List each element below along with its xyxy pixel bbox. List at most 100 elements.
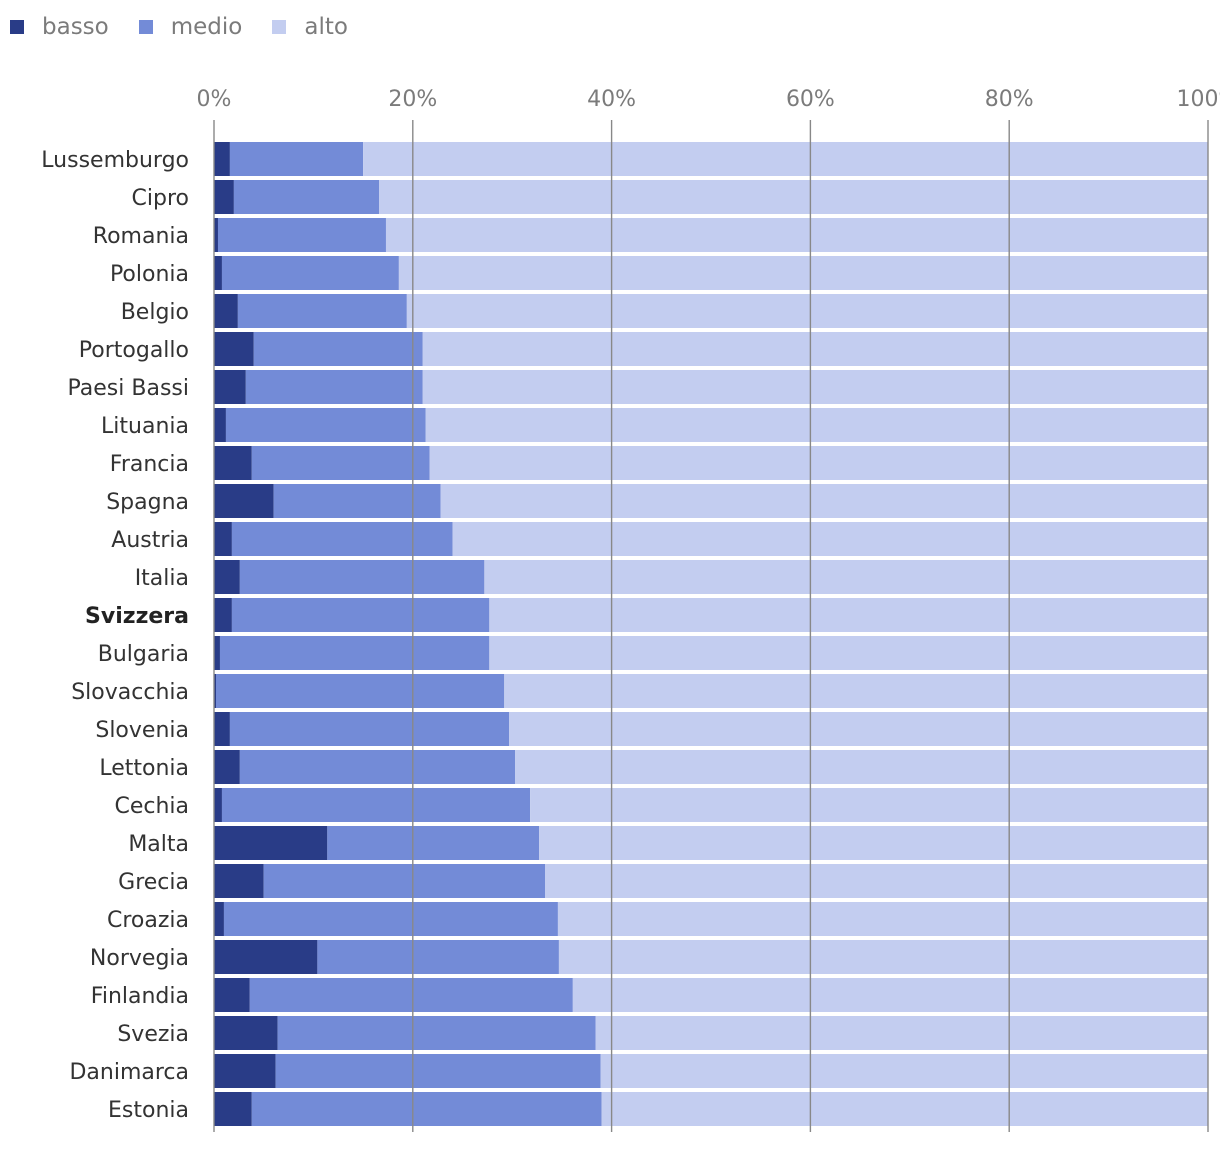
- bar-cechia-medio[interactable]: [221, 788, 531, 822]
- legend: basso medio alto: [10, 12, 378, 42]
- bar-slovenia-basso[interactable]: [214, 712, 230, 746]
- bar-lettonia-medio[interactable]: [239, 750, 516, 784]
- bar-grecia-alto[interactable]: [545, 864, 1208, 898]
- bar-lettonia-alto[interactable]: [515, 750, 1208, 784]
- bar-belgio-basso[interactable]: [214, 294, 238, 328]
- bar-belgio-alto[interactable]: [406, 294, 1209, 328]
- bar-lussemburgo-alto[interactable]: [363, 142, 1209, 176]
- bar-svezia-alto[interactable]: [595, 1016, 1208, 1050]
- legend-swatch-basso: [10, 20, 24, 34]
- bar-finlandia-alto[interactable]: [572, 978, 1208, 1012]
- bar-romania-basso[interactable]: [214, 218, 218, 252]
- bar-norvegia-alto[interactable]: [558, 940, 1208, 974]
- bar-italia-medio[interactable]: [239, 560, 485, 594]
- bar-lituania-medio[interactable]: [225, 408, 426, 442]
- bar-austria-alto[interactable]: [452, 522, 1208, 556]
- x-tick-label-0: 0%: [197, 87, 232, 112]
- y-label-austria: Austria: [111, 528, 189, 553]
- bar-estonia-alto[interactable]: [601, 1092, 1208, 1126]
- bar-lituania-alto[interactable]: [425, 408, 1209, 442]
- y-label-slovenia: Slovenia: [95, 718, 189, 743]
- y-label-finlandia: Finlandia: [91, 984, 189, 1009]
- bar-polonia-basso[interactable]: [214, 256, 222, 290]
- y-label-grecia: Grecia: [118, 870, 189, 895]
- bar-lettonia-basso[interactable]: [214, 750, 240, 784]
- y-label-norvegia: Norvegia: [90, 946, 189, 971]
- bar-svizzera-alto[interactable]: [489, 598, 1209, 632]
- bar-norvegia-medio[interactable]: [317, 940, 559, 974]
- bar-paesi-bassi-basso[interactable]: [214, 370, 246, 404]
- bar-slovenia-alto[interactable]: [509, 712, 1209, 746]
- bar-croazia-medio[interactable]: [223, 902, 558, 936]
- x-tick-label-40: 40%: [587, 87, 636, 112]
- bar-grecia-medio[interactable]: [263, 864, 545, 898]
- bar-cipro-medio[interactable]: [233, 180, 379, 214]
- bar-romania-medio[interactable]: [217, 218, 386, 252]
- bar-danimarca-alto[interactable]: [600, 1054, 1208, 1088]
- bar-slovenia-medio[interactable]: [229, 712, 510, 746]
- x-axis: 0% 20% 40% 60% 80% 100%: [197, 87, 1220, 112]
- bar-grecia-basso[interactable]: [214, 864, 264, 898]
- bar-polonia-medio[interactable]: [221, 256, 399, 290]
- bar-svezia-basso[interactable]: [214, 1016, 278, 1050]
- bar-spagna-basso[interactable]: [214, 484, 274, 518]
- bar-lussemburgo-basso[interactable]: [214, 142, 230, 176]
- bar-slovacchia-alto[interactable]: [504, 674, 1208, 708]
- bar-paesi-bassi-medio[interactable]: [245, 370, 423, 404]
- bar-spagna-medio[interactable]: [273, 484, 441, 518]
- bar-finlandia-medio[interactable]: [249, 978, 573, 1012]
- bar-lituania-basso[interactable]: [214, 408, 226, 442]
- bar-danimarca-medio[interactable]: [275, 1054, 601, 1088]
- bar-croazia-basso[interactable]: [214, 902, 224, 936]
- bar-cipro-alto[interactable]: [379, 180, 1208, 214]
- bar-romania-alto[interactable]: [385, 218, 1209, 252]
- bar-svezia-medio[interactable]: [277, 1016, 596, 1050]
- bar-malta-medio[interactable]: [327, 826, 540, 860]
- legend-label-medio: medio: [170, 14, 243, 40]
- bar-francia-basso[interactable]: [214, 446, 252, 480]
- bar-bulgaria-medio[interactable]: [219, 636, 490, 670]
- bar-croazia-alto[interactable]: [557, 902, 1208, 936]
- legend-item-basso[interactable]: basso: [10, 14, 109, 40]
- legend-item-medio[interactable]: medio: [138, 14, 243, 40]
- y-label-svizzera: Svizzera: [85, 604, 189, 629]
- bar-cechia-alto[interactable]: [530, 788, 1208, 822]
- bar-polonia-alto[interactable]: [398, 256, 1208, 290]
- bar-belgio-medio[interactable]: [237, 294, 407, 328]
- bar-malta-alto[interactable]: [539, 826, 1208, 860]
- bar-estonia-medio[interactable]: [251, 1092, 602, 1126]
- y-label-francia: Francia: [110, 452, 189, 477]
- bar-austria-basso[interactable]: [214, 522, 232, 556]
- bar-cechia-basso[interactable]: [214, 788, 222, 822]
- bar-italia-alto[interactable]: [484, 560, 1208, 594]
- bar-portogallo-basso[interactable]: [214, 332, 254, 366]
- bar-italia-basso[interactable]: [214, 560, 240, 594]
- bar-austria-medio[interactable]: [231, 522, 453, 556]
- bar-francia-medio[interactable]: [251, 446, 430, 480]
- y-label-bulgaria: Bulgaria: [98, 642, 189, 667]
- bar-slovacchia-basso[interactable]: [214, 674, 216, 708]
- bar-finlandia-basso[interactable]: [214, 978, 250, 1012]
- bar-malta-basso[interactable]: [214, 826, 328, 860]
- y-label-paesi-bassi: Paesi Bassi: [68, 376, 189, 401]
- bar-portogallo-medio[interactable]: [253, 332, 423, 366]
- bar-lussemburgo-medio[interactable]: [229, 142, 364, 176]
- legend-item-alto[interactable]: alto: [272, 14, 348, 40]
- bar-spagna-alto[interactable]: [440, 484, 1208, 518]
- y-label-svezia: Svezia: [117, 1022, 189, 1047]
- y-label-romania: Romania: [93, 224, 189, 249]
- bar-svizzera-medio[interactable]: [231, 598, 490, 632]
- bar-bulgaria-basso[interactable]: [214, 636, 220, 670]
- bar-svizzera-basso[interactable]: [214, 598, 232, 632]
- y-label-polonia: Polonia: [110, 262, 189, 287]
- bar-norvegia-basso[interactable]: [214, 940, 318, 974]
- bar-cipro-basso[interactable]: [214, 180, 234, 214]
- bar-bulgaria-alto[interactable]: [489, 636, 1209, 670]
- bar-danimarca-basso[interactable]: [214, 1054, 276, 1088]
- bar-portogallo-alto[interactable]: [422, 332, 1208, 366]
- bar-francia-alto[interactable]: [429, 446, 1208, 480]
- bar-paesi-bassi-alto[interactable]: [422, 370, 1208, 404]
- bar-slovacchia-medio[interactable]: [215, 674, 505, 708]
- bar-estonia-basso[interactable]: [214, 1092, 252, 1126]
